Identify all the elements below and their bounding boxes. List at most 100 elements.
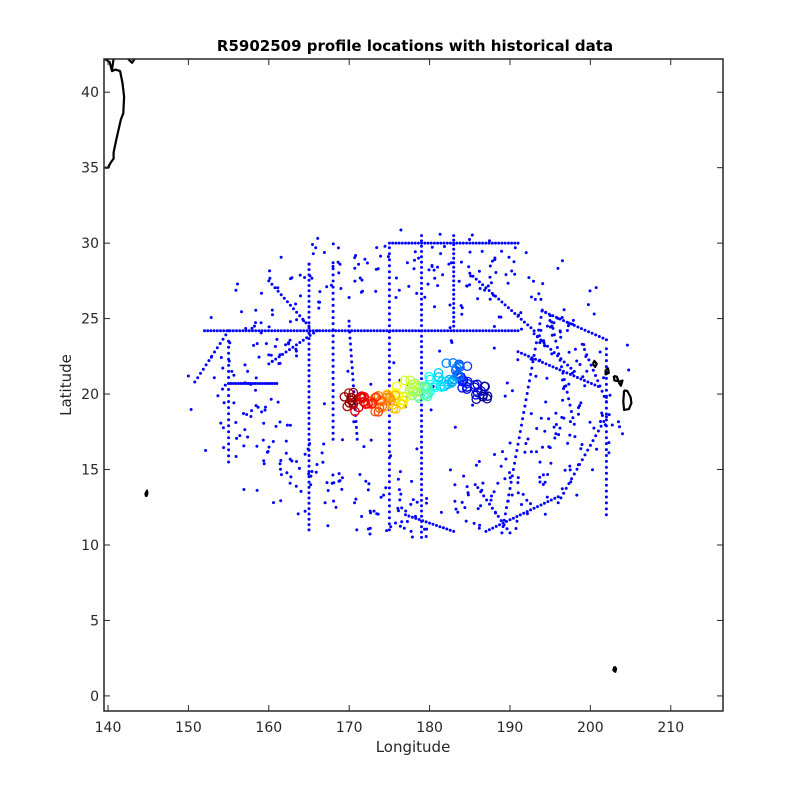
historical-profile-point (281, 352, 285, 356)
historical-profile-point (389, 454, 393, 458)
historical-profile-point (505, 520, 508, 523)
historical-profile-point (374, 289, 378, 293)
historical-profile-point (447, 262, 451, 266)
historical-profile-point (465, 485, 469, 489)
historical-profile-point (604, 465, 608, 469)
historical-profile-point (276, 329, 280, 333)
historical-profile-point (494, 241, 497, 245)
historical-profile-point (539, 416, 543, 420)
historical-profile-point (420, 276, 423, 280)
x-tick-label: 150 (175, 720, 202, 736)
historical-profile-point (308, 329, 312, 333)
historical-profile-point (579, 401, 583, 405)
historical-profile-point (267, 279, 271, 283)
historical-profile-point (526, 385, 530, 389)
historical-profile-point (531, 360, 535, 364)
historical-profile-point (221, 366, 225, 370)
float-profile-marker (446, 378, 457, 388)
historical-profile-point (312, 331, 316, 335)
historical-profile-point (308, 274, 312, 278)
historical-profile-point (307, 324, 311, 328)
historical-profile-point (331, 383, 335, 386)
historical-profile-point (489, 281, 493, 285)
historical-profile-point (516, 491, 520, 495)
historical-profile-point (348, 330, 352, 334)
historical-profile-point (607, 441, 611, 445)
historical-profile-point (296, 512, 300, 516)
historical-profile-point (555, 366, 558, 370)
historical-profile-point (453, 483, 457, 487)
historical-profile-point (317, 300, 321, 304)
historical-profile-point (488, 275, 492, 279)
historical-profile-point (420, 244, 423, 248)
historical-profile-point (387, 378, 391, 382)
historical-profile-point (420, 430, 423, 433)
historical-profile-point (552, 351, 556, 355)
historical-profile-point (569, 480, 573, 484)
historical-profile-point (302, 329, 306, 333)
historical-profile-point (460, 500, 464, 504)
historical-profile-point (426, 329, 430, 333)
historical-profile-point (375, 512, 379, 516)
historical-profile-point (588, 289, 592, 293)
historical-profile-point (277, 362, 281, 366)
historical-profile-point (307, 384, 311, 388)
historical-profile-point (472, 521, 476, 525)
historical-profile-point (426, 241, 430, 245)
historical-profile-point (303, 276, 307, 279)
historical-profile-point (604, 365, 608, 369)
historical-profile-point (317, 306, 321, 310)
historical-profile-point (363, 257, 367, 261)
historical-profile-point (561, 371, 565, 375)
historical-profile-point (465, 329, 469, 333)
historical-profile-point (315, 463, 319, 466)
historical-profile-point (604, 495, 608, 499)
historical-profile-point (387, 342, 391, 346)
historical-profile-point (407, 284, 411, 288)
historical-profile-point (359, 290, 363, 294)
historical-profile-point (515, 449, 519, 452)
historical-profile-point (272, 382, 276, 385)
historical-profile-point (369, 382, 373, 386)
historical-profile-point (423, 329, 427, 333)
historical-profile-point (278, 420, 282, 424)
coastline (110, 59, 115, 70)
historical-profile-point (557, 352, 561, 356)
historical-profile-point (518, 430, 522, 433)
historical-profile-point (462, 329, 466, 333)
historical-profile-point (331, 322, 335, 326)
historical-profile-point (517, 436, 521, 440)
historical-profile-point (558, 426, 562, 430)
historical-profile-point (262, 459, 266, 463)
historical-profile-point (287, 342, 291, 346)
historical-profile-point (516, 358, 520, 362)
historical-profile-point (562, 308, 566, 312)
historical-profile-point (452, 279, 456, 283)
historical-profile-point (522, 411, 526, 414)
historical-profile-point (567, 382, 571, 386)
historical-profile-point (288, 457, 292, 461)
historical-profile-point (382, 329, 386, 333)
historical-profile-point (276, 289, 280, 293)
historical-profile-point (331, 264, 335, 268)
historical-profile-point (529, 508, 533, 512)
historical-profile-point (525, 392, 529, 395)
historical-profile-point (420, 241, 423, 245)
historical-profile-point (471, 403, 475, 407)
historical-profile-point (307, 507, 311, 511)
historical-profile-point (505, 506, 508, 510)
historical-profile-point (397, 241, 401, 245)
historical-profile-point (550, 324, 554, 328)
float-profile-marker (370, 406, 381, 417)
historical-profile-point (199, 371, 202, 375)
historical-profile-point (544, 310, 548, 314)
historical-profile-point (604, 382, 608, 386)
plot-marks (104, 59, 633, 673)
historical-profile-point (516, 329, 520, 333)
historical-profile-point (477, 280, 481, 284)
x-tick-label: 180 (416, 720, 443, 736)
y-tick-label: 40 (81, 85, 99, 101)
historical-profile-point (570, 477, 574, 481)
historical-profile-point (420, 340, 423, 343)
historical-profile-point (387, 258, 391, 262)
